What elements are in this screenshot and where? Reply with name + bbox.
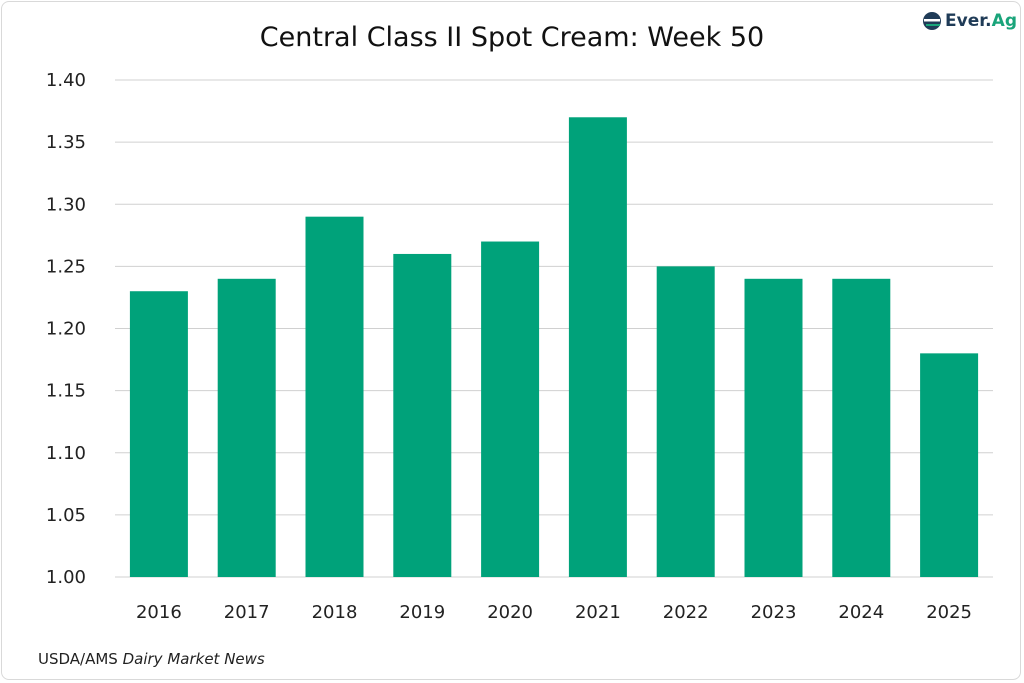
x-tick-label: 2019 [399, 602, 445, 623]
everag-logo: Ever. Ag [922, 11, 1017, 31]
x-tick-label: 2023 [751, 602, 797, 623]
y-tick-label: 1.30 [46, 194, 86, 215]
bar-2018 [305, 216, 364, 578]
logo-text-ag: Ag [991, 11, 1017, 31]
bar-2019 [393, 253, 452, 577]
x-tick-label: 2017 [224, 602, 270, 623]
x-tick-label: 2016 [136, 602, 182, 623]
bar-2024 [832, 278, 891, 577]
y-tick-label: 1.05 [46, 505, 86, 526]
y-tick-label: 1.40 [46, 70, 86, 91]
chart-title: Central Class II Spot Cream: Week 50 [259, 22, 765, 53]
source-prefix: USDA/AMS [38, 650, 123, 668]
logo-text-ever: Ever. [945, 11, 992, 31]
source-note: USDA/AMS Dairy Market News [38, 650, 265, 668]
bar-2025 [920, 353, 979, 577]
source-italic: Dairy Market News [122, 650, 265, 668]
y-tick-label: 1.15 [46, 381, 86, 402]
everag-logo-icon [923, 12, 941, 30]
x-tick-label: 2022 [663, 602, 709, 623]
bar-2021 [568, 117, 627, 578]
x-tick-label: 2018 [312, 602, 358, 623]
bar-2022 [656, 266, 715, 577]
y-tick-label: 1.10 [46, 443, 86, 464]
bar-2020 [481, 241, 540, 577]
y-tick-label: 1.35 [46, 132, 86, 153]
x-tick-label: 2025 [926, 602, 972, 623]
y-tick-label: 1.20 [46, 319, 86, 340]
y-tick-label: 1.25 [46, 256, 86, 277]
bar-2023 [744, 278, 803, 577]
x-tick-label: 2024 [838, 602, 884, 623]
x-tick-label: 2020 [487, 602, 533, 623]
x-tick-label: 2021 [575, 602, 621, 623]
bar-2016 [129, 291, 188, 577]
y-tick-label: 1.00 [46, 567, 86, 588]
bar-2017 [217, 278, 276, 577]
